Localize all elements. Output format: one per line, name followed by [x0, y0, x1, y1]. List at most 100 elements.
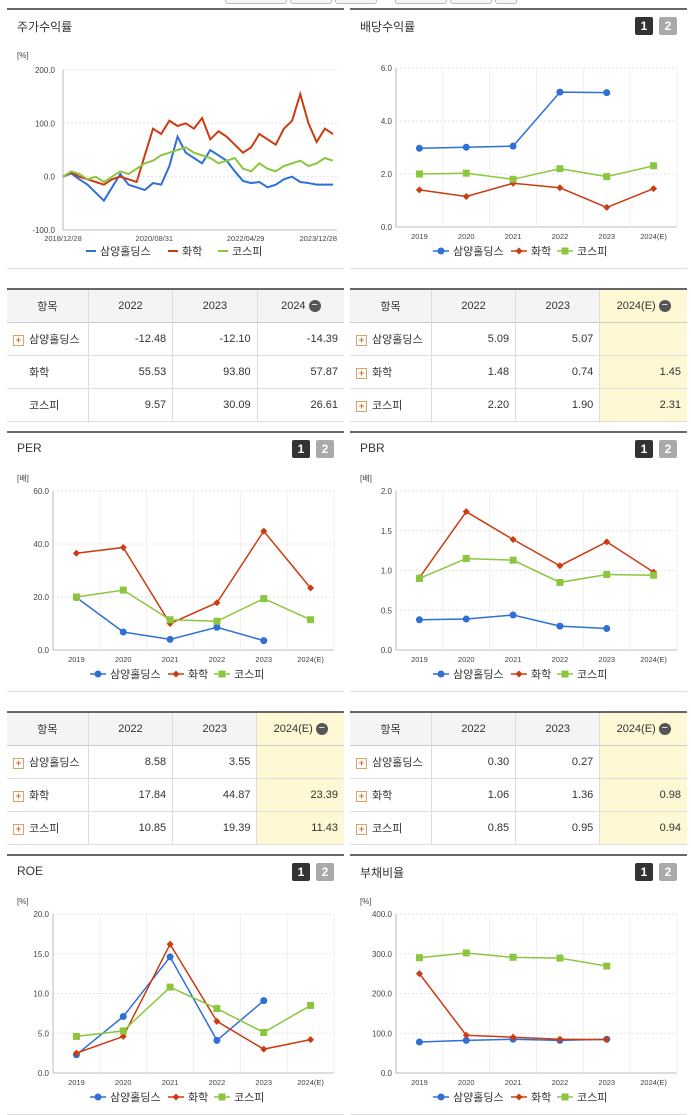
cell: 0.94 [599, 811, 687, 845]
data-point [307, 1036, 315, 1044]
page-1-button[interactable]: 1 [635, 440, 653, 458]
expand-plus-icon[interactable]: + [356, 400, 367, 412]
series-1 [415, 611, 611, 633]
y-tick-label: 1.0 [381, 567, 393, 576]
series-line [419, 91, 607, 150]
data-point [307, 584, 315, 592]
expand-plus-icon[interactable]: + [13, 823, 24, 835]
series-2 [415, 179, 658, 211]
x-tick-label: 2020 [458, 1078, 475, 1087]
data-point [561, 670, 569, 678]
axis-unit-label: [배] [17, 474, 29, 483]
legend-label: 화학 [188, 668, 208, 681]
cell: 23.39 [256, 778, 344, 812]
panel-title: PBR [360, 441, 385, 455]
expand-plus-icon[interactable]: + [356, 823, 367, 835]
table-row: + 삼양홀딩스 0.30 0.27 [350, 745, 687, 779]
expand-plus-icon[interactable]: + [13, 757, 24, 769]
x-tick-label: 2022 [552, 232, 569, 241]
legend-item: 코스피 [214, 1091, 264, 1104]
chart-panel-debt: 부채비율 1 2 [%] 0.0 100.0 200.0 300.0 400.0 2019 2… [350, 854, 687, 1115]
cell: 1.48 [430, 355, 516, 389]
y-tick-label: 100.0 [35, 119, 56, 128]
data-point [213, 617, 221, 625]
x-tick-label: 2023 [598, 655, 615, 664]
y-tick-label: 0.0 [38, 646, 50, 655]
expand-plus-icon[interactable]: + [13, 334, 24, 346]
data-point [462, 1031, 470, 1039]
expand-plus-icon[interactable]: + [13, 790, 24, 802]
page-2-button[interactable]: 2 [659, 17, 677, 35]
legend-label: 코스피 [232, 245, 262, 258]
legend-item: 코스피 [557, 1091, 607, 1104]
y-tick-label: 4.0 [381, 117, 393, 126]
top-edge [0, 0, 691, 6]
x-tick-label: 2023 [598, 1078, 615, 1087]
x-tick-label: 2023 [255, 1078, 272, 1087]
table-row: + 코스피 0.85 0.95 0.94 [350, 811, 687, 845]
page-2-button[interactable]: 2 [316, 863, 334, 881]
cell: 26.61 [256, 388, 344, 422]
x-tick-label: 2019 [68, 655, 85, 664]
cell: 55.53 [87, 355, 173, 389]
cell: 9.57 [87, 388, 173, 422]
legend-item: 화학 [168, 245, 202, 258]
x-tick-label: 2020 [458, 655, 475, 664]
col-header-2024e: 2024(E) − [599, 711, 687, 746]
axis-unit-label: [%] [17, 51, 29, 60]
axis-unit-label: [배] [360, 474, 372, 483]
panel-title: ROE [17, 864, 44, 878]
data-point [462, 615, 470, 623]
expand-plus-icon[interactable]: + [356, 757, 367, 769]
y-tick-label: 200.0 [372, 990, 393, 999]
cell: -14.39 [256, 322, 344, 356]
legend-item: 코스피 [557, 668, 607, 681]
page-1-button[interactable]: 1 [292, 440, 310, 458]
data-point [515, 670, 523, 678]
data-point [462, 508, 470, 516]
data-point [260, 1045, 268, 1053]
data-point [509, 175, 517, 183]
collapse-icon[interactable]: − [315, 723, 328, 736]
page-2-button[interactable]: 2 [316, 440, 334, 458]
data-point [307, 1001, 315, 1009]
data-point [509, 142, 517, 150]
expand-plus-icon[interactable]: + [356, 334, 367, 346]
page-2-button[interactable]: 2 [659, 863, 677, 881]
page-2-button[interactable]: 2 [659, 440, 677, 458]
data-point [415, 170, 423, 178]
page-1-button[interactable]: 1 [635, 17, 653, 35]
y-tick-label: 1.5 [381, 527, 393, 536]
panel-title: 부채비율 [360, 866, 405, 880]
legend-item: 화학 [168, 668, 208, 681]
legend-item: 코스피 [218, 245, 262, 258]
cell: 8.58 [87, 745, 173, 779]
data-point [556, 184, 564, 192]
expand-plus-icon[interactable]: + [356, 367, 367, 379]
x-tick-label: 2020 [458, 232, 475, 241]
cell: 0.95 [515, 811, 600, 845]
series-2 [415, 970, 611, 1044]
dividend-table: 항목 2022 2023 2024(E) − + 삼양홀딩스 5.09 5.07 +… [350, 288, 687, 422]
collapse-icon[interactable]: − [658, 300, 671, 313]
x-tick-label: 2022 [552, 655, 569, 664]
data-point [462, 1036, 470, 1044]
collapse-icon[interactable]: − [658, 723, 671, 736]
data-point [172, 1093, 180, 1101]
col-header-2023: 2023 [515, 288, 600, 323]
legend-label: 화학 [188, 1091, 208, 1104]
data-point [603, 570, 611, 578]
table-row: + 화학 1.48 0.74 1.45 [350, 355, 687, 389]
data-point [166, 940, 174, 948]
legend-item: 화학 [511, 1091, 551, 1104]
collapse-icon[interactable]: − [308, 300, 321, 313]
page-1-button[interactable]: 1 [292, 863, 310, 881]
expand-plus-icon[interactable]: + [356, 790, 367, 802]
legend-label: 삼양홀딩스 [453, 245, 504, 258]
data-point [72, 1032, 80, 1040]
legend-item: 화학 [511, 245, 551, 258]
page-1-button[interactable]: 1 [635, 863, 653, 881]
data-point [556, 954, 564, 962]
stock-return-table: 항목 2022 2023 2024− + 삼양홀딩스 -12.48 -12.10 … [7, 288, 344, 422]
y-tick-label: 60.0 [33, 487, 49, 496]
